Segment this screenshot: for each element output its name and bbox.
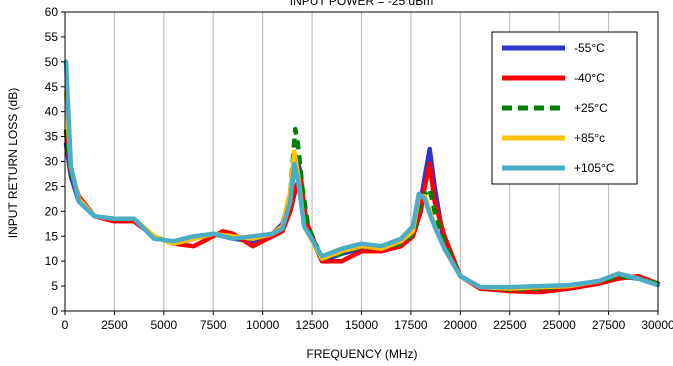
- x-tick-label: 12500: [295, 318, 329, 332]
- x-tick-label: 17500: [394, 318, 428, 332]
- series-layer: [63, 59, 661, 295]
- legend-label: +85°c: [574, 131, 605, 145]
- x-tick-label: 22500: [493, 318, 527, 332]
- y-tick-label: 10: [45, 254, 59, 268]
- x-tick-label: 0: [62, 318, 69, 332]
- y-tick-label: 55: [45, 30, 59, 44]
- legend-label: -55°C: [574, 41, 605, 55]
- y-tick-label: 45: [45, 80, 59, 94]
- y-tick-label: 5: [51, 279, 58, 293]
- y-axis-title: INPUT RETURN LOSS (dB): [6, 88, 20, 238]
- y-tick-label: 40: [45, 105, 59, 119]
- y-tick-label: 0: [51, 304, 58, 318]
- x-tick-label: 10000: [246, 318, 280, 332]
- y-tick-label: 20: [45, 204, 59, 218]
- y-tick-label: 60: [45, 5, 59, 19]
- legend: -55°C -40°C +25°C +85°c +105°C: [491, 31, 638, 185]
- x-tick-label: 20000: [444, 318, 478, 332]
- series-line-105-c: [63, 59, 661, 290]
- y-tick-label: 15: [45, 229, 59, 243]
- x-tick-label: 5000: [150, 318, 177, 332]
- legend-label: -40°C: [574, 71, 605, 85]
- x-tick-label: 27500: [592, 318, 626, 332]
- x-tick-label: 7500: [200, 318, 227, 332]
- y-axis-ticks: 0 5 10 15 20 25 30 35 40 45 50 55 60: [45, 5, 65, 318]
- legend-box: [491, 31, 638, 185]
- y-tick-label: 35: [45, 130, 59, 144]
- chart-title: INPUT POWER = -25 dBm: [290, 0, 433, 8]
- y-tick-label: 50: [45, 55, 59, 69]
- x-tick-label: 25000: [542, 318, 576, 332]
- x-tick-label: 30000: [641, 318, 673, 332]
- legend-label: +25°C: [574, 101, 608, 115]
- y-tick-label: 25: [45, 179, 59, 193]
- x-axis-ticks: 0 2500 5000 7500 10000 12500 15000 17500 20000 22…: [62, 311, 673, 332]
- x-tick-label: 15000: [345, 318, 379, 332]
- x-tick-label: 2500: [101, 318, 128, 332]
- x-axis-title: FREQUENCY (MHz): [306, 347, 417, 361]
- legend-label: +105°C: [574, 161, 615, 175]
- y-tick-label: 30: [45, 155, 59, 169]
